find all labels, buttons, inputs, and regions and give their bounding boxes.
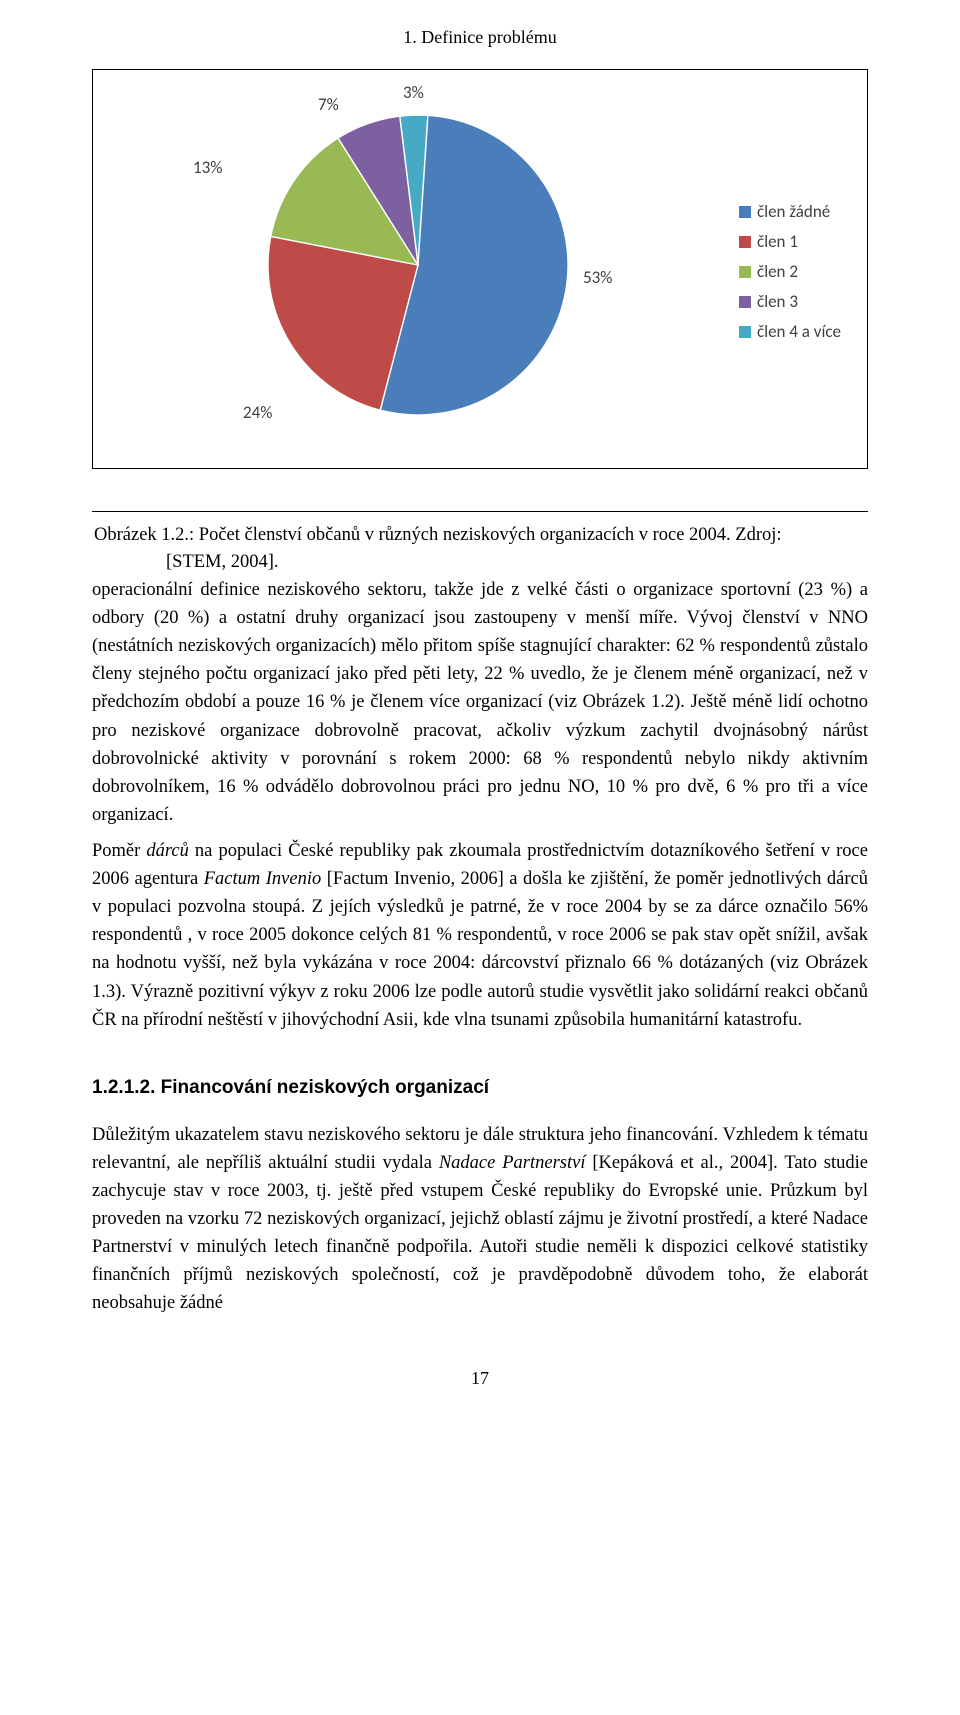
caption-line1: Obrázek 1.2.: Počet členství občanů v rů… [94,525,782,545]
p2-text-c: [Factum Invenio, 2006] a došla ke zjiště… [92,869,868,1030]
legend-row: člen žádné [739,199,841,225]
p3-italic-1: Nadace Partnerství [439,1153,586,1173]
legend-swatch [739,266,751,278]
chart-legend: člen žádné člen 1 člen 2 člen 3 člen 4 a víc… [739,195,841,348]
legend-swatch [739,296,751,308]
p3-text-b: [Kepáková et al., 2004]. Tato studie zac… [92,1153,868,1314]
legend-swatch [739,236,751,248]
legend-label: člen 1 [757,229,798,255]
paragraph-1: operacionální definice neziskového sekto… [92,576,868,829]
figure-caption: Obrázek 1.2.: Počet členství občanů v rů… [92,522,868,576]
p2-text-a: Poměr [92,841,146,861]
pie-pct-label: 7% [318,92,339,118]
pie-chart-figure: 3%7%13%53%24% člen žádnéčlen 1člen 2člen… [92,69,868,469]
pie-pct-label: 53% [583,265,612,291]
legend-row: člen 4 a více [739,319,841,345]
paragraph-2: Poměr dárců na populaci České republiky … [92,837,868,1034]
running-header: 1. Definice problému [92,24,868,51]
legend-swatch [739,326,751,338]
subheading-financing: 1.2.1.2. Financování neziskových organiz… [92,1074,868,1103]
caption-rule [92,511,868,512]
legend-label: člen žádné [757,199,830,225]
page-number: 17 [92,1365,868,1392]
legend-row: člen 3 [739,289,841,315]
pie-chart [263,110,573,420]
legend-label: člen 3 [757,289,798,315]
legend-label: člen 2 [757,259,798,285]
legend-label: člen 4 a více [757,319,841,345]
pie-pct-label: 13% [193,155,222,181]
legend-swatch [739,206,751,218]
legend-row: člen 1 [739,229,841,255]
pie-pct-label: 3% [403,80,424,106]
caption-line2: [STEM, 2004]. [94,549,868,576]
p2-italic-1: dárců [146,841,188,861]
paragraph-3: Důležitým ukazatelem stavu neziskového s… [92,1121,868,1318]
pie-pct-label: 24% [243,400,272,426]
p2-italic-2: Factum Invenio [204,869,322,889]
legend-row: člen 2 [739,259,841,285]
